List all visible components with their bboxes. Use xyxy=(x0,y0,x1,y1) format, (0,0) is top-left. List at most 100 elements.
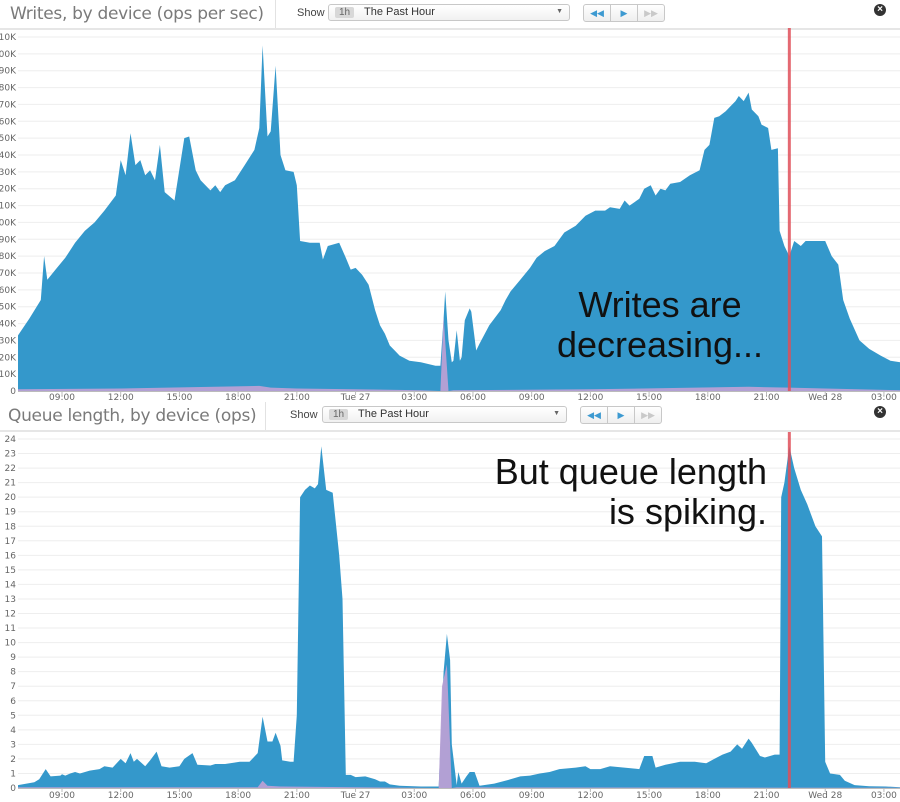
series-area-1 xyxy=(18,446,900,788)
fast-forward-icon: ▶▶ xyxy=(641,410,655,420)
annotation-line: is spiking. xyxy=(608,491,767,532)
y-tick-label: 21 xyxy=(5,479,16,489)
x-tick-label: 18:00 xyxy=(225,393,251,403)
playback-controls: ◀◀ ▶ ▶▶ xyxy=(583,4,665,22)
x-tick-label: 03:00 xyxy=(401,791,427,801)
x-tick-label: 09:00 xyxy=(519,393,545,403)
y-tick-label: 70K xyxy=(0,269,17,279)
y-tick-label: 11 xyxy=(5,624,16,634)
y-tick-label: 20 xyxy=(5,493,17,503)
close-icon[interactable]: × xyxy=(874,406,886,418)
range-value: The Past Hour xyxy=(358,408,429,420)
annotation-line: decreasing... xyxy=(556,324,764,365)
y-tick-label: 5 xyxy=(10,711,16,721)
playback-controls: ◀◀ ▶ ▶▶ xyxy=(580,406,662,424)
time-range-select[interactable]: 1h The Past Hour ▼ xyxy=(322,406,567,423)
y-tick-label: 8 xyxy=(10,668,16,678)
y-tick-label: 10 xyxy=(5,639,17,649)
play-icon: ▶ xyxy=(617,410,625,420)
show-label: Show xyxy=(290,409,318,421)
x-tick-label: 18:00 xyxy=(695,791,721,801)
x-tick-label: Tue 27 xyxy=(340,791,371,801)
fast-forward-icon: ▶▶ xyxy=(644,8,658,18)
y-tick-label: 180K xyxy=(0,84,17,94)
writes-chart: 0 10K 20K 30K 40K 50K 60K 70K 80K 90K 100K 110K 120K… xyxy=(0,28,900,403)
rewind-button[interactable]: ◀◀ xyxy=(580,406,608,424)
x-tick-label: 03:00 xyxy=(871,393,897,403)
y-tick-label: 13 xyxy=(5,595,16,605)
y-tick-label: 1 xyxy=(10,769,16,779)
y-tick-label: 170K xyxy=(0,100,17,110)
y-tick-label: 50K xyxy=(0,303,17,313)
x-tick-label: 12:00 xyxy=(108,791,134,801)
y-tick-label: 7 xyxy=(10,682,16,692)
time-range-select[interactable]: 1h The Past Hour ▼ xyxy=(328,4,570,21)
y-tick-label: 100K xyxy=(0,218,17,228)
annotation-line: Writes are xyxy=(578,284,742,325)
y-tick-label: 40K xyxy=(0,320,17,330)
rewind-icon: ◀◀ xyxy=(590,8,604,18)
x-tick-label: 06:00 xyxy=(460,791,486,801)
header-divider xyxy=(265,402,266,430)
queue-panel-header: Queue length, by device (ops) Show 1h Th… xyxy=(0,402,900,432)
queue-panel-title: Queue length, by device (ops) xyxy=(8,406,257,426)
x-tick-label: 15:00 xyxy=(636,393,662,403)
y-tick-label: 17 xyxy=(5,537,16,547)
x-tick-label: 21:00 xyxy=(284,393,310,403)
y-tick-label: 16 xyxy=(5,551,17,561)
y-tick-label: 10K xyxy=(0,370,17,380)
x-tick-label: 15:00 xyxy=(166,791,192,801)
range-badge: 1h xyxy=(335,7,355,18)
y-tick-label: 12 xyxy=(5,610,16,620)
x-tick-label: 18:00 xyxy=(695,393,721,403)
x-tick-label: 15:00 xyxy=(636,791,662,801)
chevron-down-icon: ▼ xyxy=(556,8,563,15)
fast-forward-button[interactable]: ▶▶ xyxy=(634,406,662,424)
y-tick-label: 200K xyxy=(0,50,17,60)
y-tick-label: 0 xyxy=(10,387,16,397)
y-tick-label: 23 xyxy=(5,450,16,460)
writes-panel-header: Writes, by device (ops per sec) Show 1h … xyxy=(0,0,900,30)
close-icon[interactable]: × xyxy=(874,4,886,16)
x-tick-label: Tue 27 xyxy=(340,393,371,403)
fast-forward-button[interactable]: ▶▶ xyxy=(637,4,665,22)
x-tick-label: Wed 28 xyxy=(808,791,842,801)
x-tick-label: 03:00 xyxy=(401,393,427,403)
queue-chart: 0123456789101112131415161718192021222324… xyxy=(5,432,900,801)
y-tick-label: 60K xyxy=(0,286,17,296)
y-tick-label: 190K xyxy=(0,67,17,77)
x-tick-label: 09:00 xyxy=(49,393,75,403)
range-value: The Past Hour xyxy=(364,6,435,18)
x-tick-label: 12:00 xyxy=(577,791,603,801)
range-badge: 1h xyxy=(329,409,349,420)
y-tick-label: 210K xyxy=(0,33,17,43)
y-tick-label: 22 xyxy=(5,464,16,474)
x-tick-label: 21:00 xyxy=(754,393,780,403)
play-button[interactable]: ▶ xyxy=(607,406,635,424)
x-tick-label: 12:00 xyxy=(577,393,603,403)
x-tick-label: 21:00 xyxy=(284,791,310,801)
rewind-button[interactable]: ◀◀ xyxy=(583,4,611,22)
x-tick-label: 12:00 xyxy=(108,393,134,403)
y-tick-label: 140K xyxy=(0,151,17,161)
rewind-icon: ◀◀ xyxy=(587,410,601,420)
queue-annotation: But queue length is spiking. xyxy=(440,452,767,532)
play-button[interactable]: ▶ xyxy=(610,4,638,22)
play-icon: ▶ xyxy=(620,8,628,18)
y-tick-label: 80K xyxy=(0,252,17,262)
chevron-down-icon: ▼ xyxy=(553,410,560,417)
x-tick-label: 03:00 xyxy=(871,791,897,801)
y-tick-label: 120K xyxy=(0,185,17,195)
header-divider xyxy=(275,0,276,28)
x-tick-label: Wed 28 xyxy=(808,393,842,403)
x-tick-label: 06:00 xyxy=(460,393,486,403)
y-tick-label: 0 xyxy=(10,784,16,794)
y-tick-label: 18 xyxy=(5,522,17,532)
y-tick-label: 90K xyxy=(0,235,17,245)
y-tick-label: 19 xyxy=(5,508,17,518)
x-tick-label: 15:00 xyxy=(166,393,192,403)
y-tick-label: 24 xyxy=(5,435,17,445)
y-tick-label: 9 xyxy=(10,653,16,663)
y-tick-label: 15 xyxy=(5,566,16,576)
y-tick-label: 130K xyxy=(0,168,17,178)
